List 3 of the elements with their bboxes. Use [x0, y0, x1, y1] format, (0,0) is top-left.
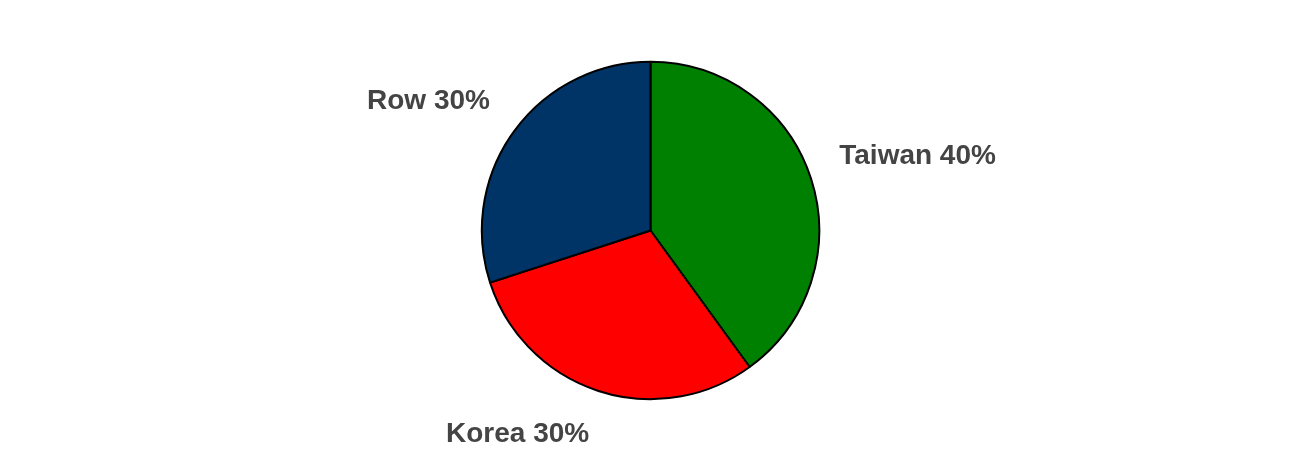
slice-label: Row 30% [367, 84, 491, 116]
slice-label: Taiwan 40% [839, 139, 996, 171]
slice-label: Korea 30% [445, 416, 590, 448]
